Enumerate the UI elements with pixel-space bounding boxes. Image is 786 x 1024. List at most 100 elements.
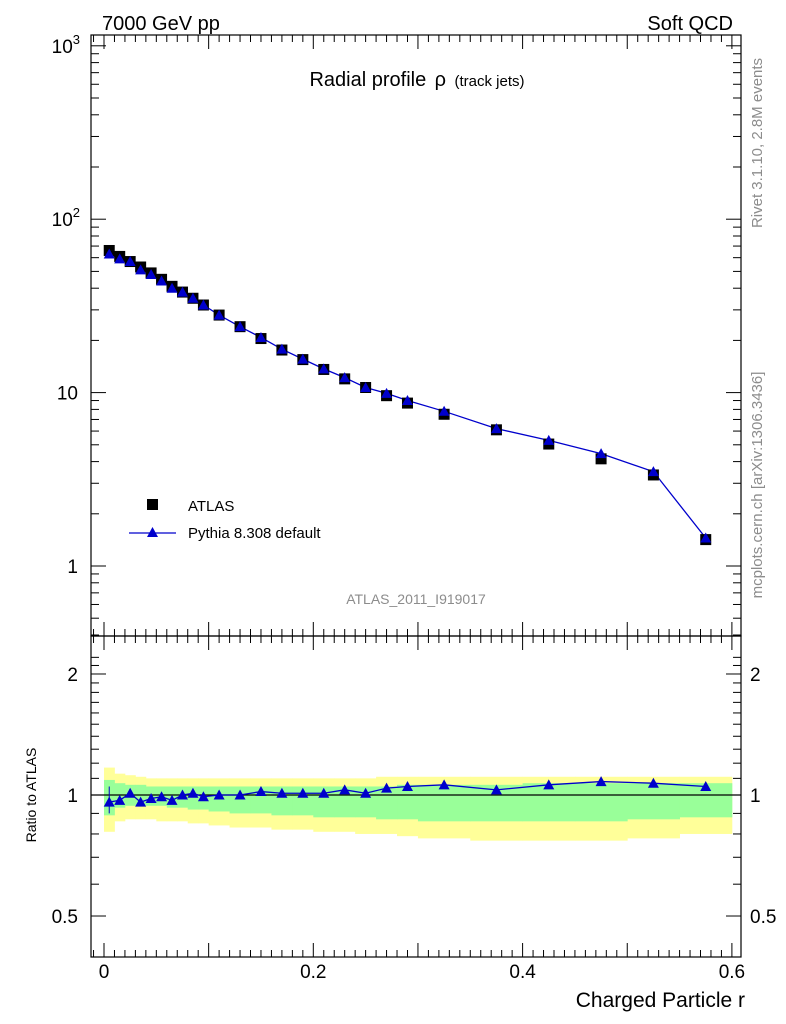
pythia-ratio-point <box>700 780 712 791</box>
ratio-y-tick-label: 1 <box>67 786 78 807</box>
pythia-ratio-point <box>401 780 413 791</box>
pythia-ratio-point <box>176 789 188 800</box>
pythia-data-point <box>297 353 309 364</box>
pythia-data-point <box>438 405 450 416</box>
axis-ticks <box>91 35 741 957</box>
y-tick-label: 10 <box>57 384 78 405</box>
y-tick-label: 1 <box>67 557 78 578</box>
x-tick-label: 0.2 <box>300 962 326 983</box>
pythia-data-point <box>166 282 178 293</box>
x-tick-label: 0 <box>99 962 110 983</box>
chart-title-suffix: (track jets) <box>455 73 525 90</box>
band-green-bin <box>397 784 419 820</box>
header-energy-label: 7000 GeV pp <box>102 13 220 35</box>
pythia-data-point <box>339 372 351 383</box>
chart-title-symbol: ρ <box>435 69 446 91</box>
chart-title-main: Radial profile <box>309 69 426 91</box>
x-tick-label: 0.6 <box>719 962 745 983</box>
atlas-data-point <box>595 453 607 465</box>
header-process-label: Soft QCD <box>647 13 733 35</box>
y-tick-label: 102 <box>52 205 80 231</box>
chart-title: Radial profile ρ (track jets) <box>309 69 524 91</box>
pythia-data-point <box>156 275 168 286</box>
legend-pythia-label: Pythia 8.308 default <box>188 525 321 542</box>
pythia-ratio-point <box>360 787 372 798</box>
band-green-bin <box>522 783 576 822</box>
ratio-y-tick-label: 2 <box>67 665 78 686</box>
pythia-data-point <box>490 423 502 434</box>
pythia-ratio-point <box>197 791 209 802</box>
rivet-version-label: Rivet 3.1.10, 2.8M events <box>749 58 766 228</box>
pythia-data-point <box>318 363 330 374</box>
pythia-data-point <box>381 387 393 398</box>
pythia-ratio-point <box>124 787 136 798</box>
pythia-data-point <box>213 309 225 320</box>
pythia-ratio-point <box>187 787 199 798</box>
x-tick-label: 0.4 <box>509 962 536 983</box>
pythia-data-point <box>234 321 246 332</box>
legend-pythia-marker <box>147 527 158 537</box>
pythia-ratio-point <box>276 787 288 798</box>
pythia-data-point <box>114 253 126 264</box>
pythia-ratio-point <box>213 789 225 800</box>
pythia-ratio-point <box>156 791 168 802</box>
pythia-data-point <box>103 248 115 259</box>
ratio-uncertainty-bands <box>104 767 733 841</box>
band-green-bin <box>417 784 471 822</box>
pythia-ratio-point <box>297 787 309 798</box>
pythia-ratio-point <box>647 777 659 788</box>
ratio-plot-frame <box>90 635 742 958</box>
data-series <box>91 244 741 814</box>
band-green-bin <box>187 786 199 810</box>
pythia-ratio-point <box>595 776 607 787</box>
pythia-data-point <box>255 331 267 342</box>
pythia-data-point <box>401 395 413 406</box>
plot-frames <box>90 34 742 958</box>
pythia-ratio-point <box>438 779 450 790</box>
pythia-data-point <box>360 382 372 393</box>
x-axis-label: Charged Particle r <box>576 989 745 1012</box>
pythia-data-point <box>595 448 607 459</box>
band-green-bin <box>627 783 680 820</box>
pythia-ratio-point <box>381 782 393 793</box>
ratio-y-tick-label-right: 1 <box>750 786 761 807</box>
band-green-bin <box>574 783 628 822</box>
pythia-data-point <box>543 434 555 445</box>
ratio-y-tick-label-right: 0.5 <box>750 907 776 928</box>
legend: ATLAS Pythia 8.308 default <box>129 498 321 542</box>
legend-atlas-label: ATLAS <box>188 498 234 515</box>
pythia-data-point <box>145 268 157 279</box>
legend-atlas-marker <box>147 499 158 510</box>
pythia-data-point <box>197 299 209 310</box>
analysis-id-label: ATLAS_2011_I919017 <box>346 591 486 607</box>
pythia-ratio-point <box>543 779 555 790</box>
ratio-y-tick-label-right: 2 <box>750 665 761 686</box>
pythia-data-point <box>700 532 712 543</box>
pythia-data-point <box>176 286 188 297</box>
pythia-data-point <box>276 343 288 354</box>
pythia-ratio-point <box>103 796 115 807</box>
band-green-bin <box>229 786 251 814</box>
pythia-data-point <box>135 264 147 275</box>
pythia-ratio-point <box>166 794 178 805</box>
pythia-ratio-point <box>234 789 246 800</box>
pythia-ratio-point <box>135 796 147 807</box>
pythia-ratio-point <box>145 793 157 804</box>
pythia-ratio-point <box>490 784 502 795</box>
pythia-ratio-point <box>339 784 351 795</box>
pythia-data-point <box>124 256 136 267</box>
pythia-data-point <box>187 292 199 303</box>
pythia-ratio-point <box>318 787 330 798</box>
pythia-ratio-point <box>114 794 126 805</box>
y-tick-label: 103 <box>52 32 80 58</box>
mcplots-label: mcplots.cern.ch [arXiv:1306.3436] <box>749 372 766 599</box>
main-plot-frame <box>90 34 742 637</box>
pythia-ratio-point <box>255 786 267 797</box>
band-green-bin <box>355 786 377 818</box>
ratio-y-tick-label: 0.5 <box>52 907 78 928</box>
band-green-bin <box>313 786 335 818</box>
band-green-bin <box>250 786 272 814</box>
y-axis-label-ratio: Ratio to ATLAS <box>23 748 39 843</box>
